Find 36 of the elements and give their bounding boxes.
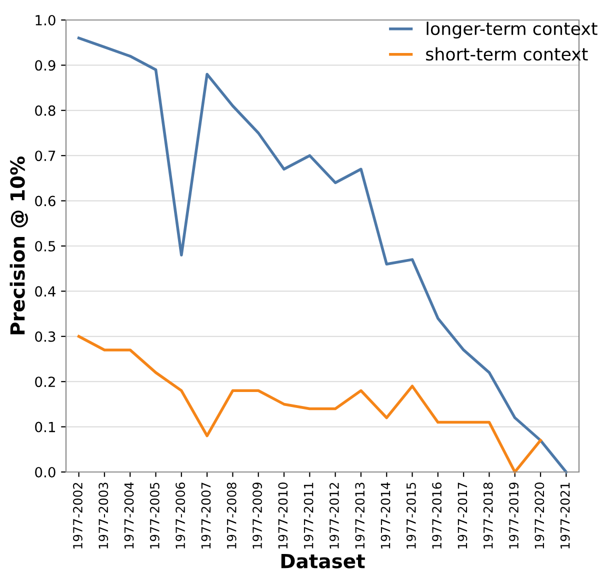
x-tick-label: 1977-2015 <box>406 482 416 548</box>
y-tick-label: 0.0 <box>35 466 56 478</box>
y-tick-label: 0.5 <box>35 240 56 252</box>
x-tick-label: 1977-2012 <box>329 482 339 548</box>
x-tick-label: 1977-2018 <box>483 482 493 548</box>
y-tick-label: 1.0 <box>36 14 56 26</box>
x-tick-label: 1977-2002 <box>72 482 82 548</box>
x-tick-label: 1977-2010 <box>278 482 288 548</box>
x-tick-label: 1977-2009 <box>252 482 262 548</box>
x-tick-label: 1977-2017 <box>458 482 468 548</box>
x-tick-label: 1977-2005 <box>150 482 160 548</box>
y-tick-label: 0.6 <box>35 196 56 206</box>
legend-label: short-term context <box>426 47 588 61</box>
y-tick-label: 0.8 <box>35 105 56 116</box>
x-tick-label: 1977-2006 <box>176 482 186 548</box>
x-tick-label: 1977-2020 <box>534 482 544 548</box>
x-tick-label: 1977-2007 <box>201 482 211 548</box>
y-tick-label: 0.4 <box>35 286 56 297</box>
x-axis-title: Dataset <box>281 554 365 568</box>
y-tick-label: 0.1 <box>35 422 55 432</box>
x-tick-label: 1977-2003 <box>98 482 108 548</box>
x-tick-label: 1977-2016 <box>432 482 442 548</box>
x-tick-label: 1977-2004 <box>124 482 134 548</box>
y-tick-label: 0.9 <box>35 60 56 71</box>
x-tick-label: 1977-2011 <box>304 482 314 548</box>
y-tick-label: 0.3 <box>35 331 56 342</box>
legend-label: longer-term context <box>426 22 598 39</box>
x-tick-label: 1977-2008 <box>226 482 236 548</box>
x-tick-label: 1977-2013 <box>355 482 365 548</box>
x-tick-label: 1977-2019 <box>509 482 518 548</box>
y-tick-label: 0.7 <box>35 150 56 162</box>
y-tick-label: 0.2 <box>35 376 55 388</box>
x-tick-label: 1977-2021 <box>560 482 570 548</box>
line-series <box>77 335 542 474</box>
x-tick-label: 1977-2014 <box>380 482 390 548</box>
y-axis-title: Precision @ 10% <box>10 156 28 334</box>
